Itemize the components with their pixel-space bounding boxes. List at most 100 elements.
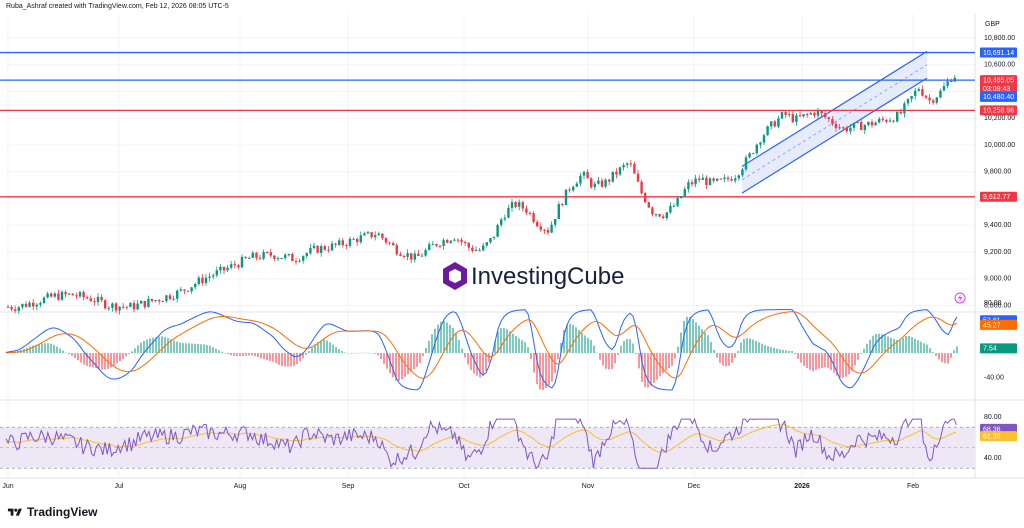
macd-histogram-bar — [245, 353, 247, 356]
candle-body — [561, 204, 564, 206]
macd-histogram-bar — [797, 353, 799, 359]
candle-body — [24, 303, 28, 307]
macd-histogram-bar — [401, 353, 403, 380]
macd-histogram-bar — [377, 353, 379, 356]
candle-body — [57, 293, 60, 300]
macd-histogram-bar — [95, 353, 97, 369]
candle-body — [615, 171, 618, 175]
candle-body — [140, 300, 143, 304]
signal-value-tag: 45.27 — [983, 322, 1001, 329]
macd-histogram-bar — [89, 353, 91, 367]
macd-histogram-bar — [296, 353, 298, 365]
candle-body — [237, 265, 240, 268]
candle-body — [305, 253, 308, 257]
price-tag-0-bg — [980, 75, 1017, 86]
macd-histogram-bar — [266, 353, 268, 361]
macd-histogram-bar — [65, 352, 67, 354]
candle-body — [932, 100, 935, 103]
macd-histogram-bar — [440, 321, 442, 353]
candle-body — [600, 180, 604, 187]
macd-histogram-bar — [56, 346, 58, 353]
candle-body — [514, 202, 517, 207]
macd-histogram-bar — [404, 353, 406, 377]
macd-histogram-bar — [218, 350, 220, 353]
macd-histogram-bar — [770, 347, 772, 353]
candle-body — [370, 232, 373, 238]
candle-body — [255, 252, 258, 258]
macd-histogram-bar — [923, 343, 925, 353]
macd-histogram-bar — [356, 352, 358, 354]
macd-histogram-bar — [761, 343, 763, 353]
candle-body — [888, 120, 892, 122]
candle-body — [597, 180, 600, 184]
candle-body — [838, 127, 841, 129]
candle-body — [71, 293, 74, 296]
macd-histogram-bar — [347, 353, 349, 354]
candle-body — [755, 144, 758, 154]
macd-histogram-bar — [575, 327, 577, 353]
footer-brand[interactable]: TradingView — [7, 505, 97, 519]
candle-body — [280, 257, 283, 259]
candle-body — [6, 306, 10, 308]
candle-body — [590, 178, 593, 188]
macd-histogram-bar — [791, 351, 793, 353]
candle-body — [381, 233, 384, 239]
macd-histogram-bar — [929, 348, 931, 353]
time-tick-label-2026: 2026 — [794, 483, 810, 490]
macd-histogram-bar — [635, 353, 637, 355]
macd-histogram-bar — [755, 340, 757, 353]
macd-histogram-bar — [494, 340, 496, 353]
candle-body — [366, 232, 370, 234]
macd-histogram-bar — [671, 353, 673, 366]
candle-body — [485, 242, 488, 246]
candle-body — [377, 233, 380, 236]
macd-histogram-bar — [914, 338, 916, 353]
macd-histogram-bar — [926, 344, 928, 353]
macd-histogram-bar — [488, 353, 490, 363]
candle-body — [420, 255, 424, 257]
macd-histogram-bar — [251, 353, 253, 356]
candle-body — [705, 177, 708, 186]
macd-histogram-bar — [854, 353, 856, 366]
candle-body — [114, 303, 118, 311]
macd-histogram-bar — [938, 353, 940, 360]
macd-histogram-bar — [824, 353, 826, 368]
candle-body — [284, 254, 287, 258]
candle-body — [374, 235, 377, 238]
macd-histogram-bar — [773, 347, 775, 353]
macd-histogram-bar — [881, 334, 883, 353]
candle-body — [201, 277, 204, 284]
candle-body — [906, 98, 910, 104]
macd-histogram-bar — [497, 331, 499, 353]
time-tick-label-dec: Dec — [688, 483, 701, 490]
macd-histogram-bar — [695, 322, 697, 353]
macd-histogram-bar — [863, 348, 865, 353]
candle-body — [190, 287, 193, 292]
macd-histogram-bar — [647, 353, 649, 388]
candle-body — [302, 256, 305, 261]
candle-body — [136, 303, 139, 310]
candle-body — [262, 251, 265, 259]
macd-histogram-bar — [767, 346, 769, 353]
macd-histogram-bar — [917, 340, 919, 353]
macd-histogram-bar — [308, 350, 310, 353]
macd-histogram-bar — [662, 353, 664, 374]
macd-histogram-bar — [29, 346, 31, 353]
candle-body — [928, 97, 931, 101]
candle-body — [636, 173, 640, 182]
candle-body — [525, 208, 528, 213]
macd-histogram-bar — [932, 352, 934, 353]
macd-histogram-bar — [44, 343, 46, 353]
macd-histogram-bar — [638, 353, 640, 369]
candle-body — [759, 142, 762, 145]
macd-histogram-bar — [182, 343, 184, 353]
candle-body — [345, 245, 348, 247]
macd-histogram-bar — [239, 353, 241, 357]
macd-histogram-bar — [779, 349, 781, 353]
candle-body — [392, 243, 395, 246]
macd-histogram-bar — [389, 353, 391, 374]
candle-body — [870, 121, 874, 126]
macd-histogram-bar — [506, 329, 508, 353]
candle-body — [230, 264, 233, 268]
